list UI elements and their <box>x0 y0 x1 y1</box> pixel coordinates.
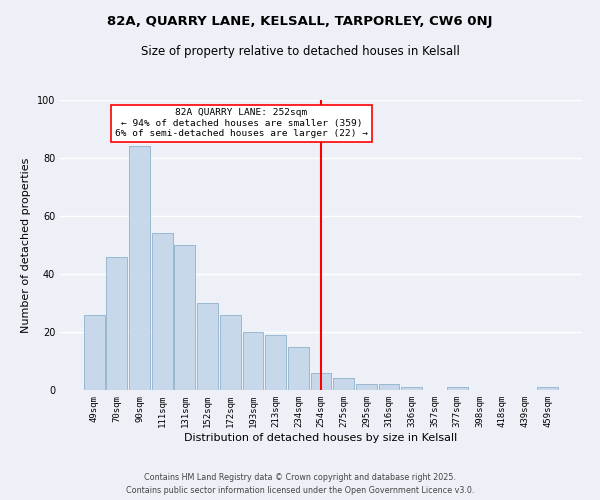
Text: Contains public sector information licensed under the Open Government Licence v3: Contains public sector information licen… <box>126 486 474 495</box>
Bar <box>84 314 104 390</box>
Y-axis label: Number of detached properties: Number of detached properties <box>21 158 31 332</box>
Bar <box>129 146 150 390</box>
Text: 82A QUARRY LANE: 252sqm
← 94% of detached houses are smaller (359)
6% of semi-de: 82A QUARRY LANE: 252sqm ← 94% of detache… <box>115 108 368 138</box>
Text: 82A, QUARRY LANE, KELSALL, TARPORLEY, CW6 0NJ: 82A, QUARRY LANE, KELSALL, TARPORLEY, CW… <box>107 15 493 28</box>
Bar <box>379 384 400 390</box>
Text: Size of property relative to detached houses in Kelsall: Size of property relative to detached ho… <box>140 45 460 58</box>
Bar <box>197 303 218 390</box>
Text: Contains HM Land Registry data © Crown copyright and database right 2025.: Contains HM Land Registry data © Crown c… <box>144 474 456 482</box>
Bar <box>446 387 467 390</box>
Bar <box>152 234 173 390</box>
X-axis label: Distribution of detached houses by size in Kelsall: Distribution of detached houses by size … <box>184 432 458 442</box>
Bar <box>175 245 196 390</box>
Bar <box>401 387 422 390</box>
Bar <box>265 335 286 390</box>
Bar <box>106 256 127 390</box>
Bar <box>288 346 309 390</box>
Bar <box>356 384 377 390</box>
Bar <box>333 378 354 390</box>
Bar <box>220 314 241 390</box>
Bar <box>311 372 331 390</box>
Bar <box>538 387 558 390</box>
Bar <box>242 332 263 390</box>
